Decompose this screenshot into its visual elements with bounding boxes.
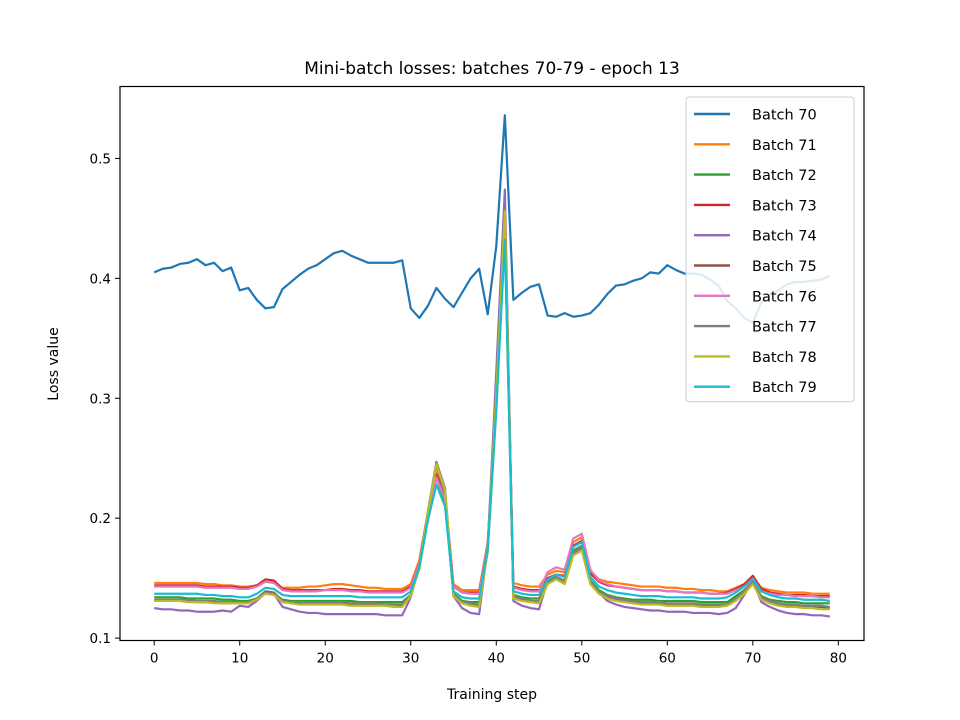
x-tick-label: 60 <box>659 651 676 667</box>
x-tick-label: 80 <box>830 651 847 667</box>
x-tick-label: 0 <box>150 651 159 667</box>
legend-label: Batch 75 <box>752 259 817 275</box>
y-tick-label: 0.4 <box>90 271 111 287</box>
y-tick-label: 0.2 <box>90 511 111 527</box>
legend-label: Batch 72 <box>752 168 817 184</box>
x-tick-label: 50 <box>573 651 590 667</box>
legend-label: Batch 73 <box>752 198 817 214</box>
plot-area-frame <box>119 85 865 642</box>
legend-label: Batch 79 <box>752 380 817 396</box>
chart-title: Mini-batch losses: batches 70-79 - epoch… <box>304 59 680 79</box>
legend-label: Batch 77 <box>752 320 817 336</box>
legend-label: Batch 74 <box>752 229 817 245</box>
series-line-batch-79 <box>154 238 830 603</box>
y-tick-label: 0.3 <box>90 391 111 407</box>
y-tick-label: 0.1 <box>90 631 111 647</box>
x-tick-label: 30 <box>402 651 419 667</box>
y-axis-label: Loss value <box>46 327 62 400</box>
y-tick-label: 0.5 <box>90 151 111 167</box>
legend-label: Batch 76 <box>752 289 817 305</box>
x-tick-label: 70 <box>744 651 761 667</box>
x-tick-label: 20 <box>317 651 334 667</box>
legend-label: Batch 78 <box>752 350 817 366</box>
series-layer <box>153 114 831 618</box>
x-tick-label: 10 <box>231 651 248 667</box>
x-tick-label: 40 <box>488 651 505 667</box>
x-axis-label: Training step <box>446 687 537 703</box>
legend-label: Batch 70 <box>752 108 817 124</box>
legend: Batch 70 Batch 71 Batch 72 Batch 73 Batch 74… <box>685 96 855 403</box>
x-axis: 0 10 20 30 40 50 60 70 80 <box>150 640 847 667</box>
y-axis: 0.1 0.2 0.3 0.4 0.5 <box>90 151 120 647</box>
legend-label: Batch 71 <box>752 138 817 154</box>
